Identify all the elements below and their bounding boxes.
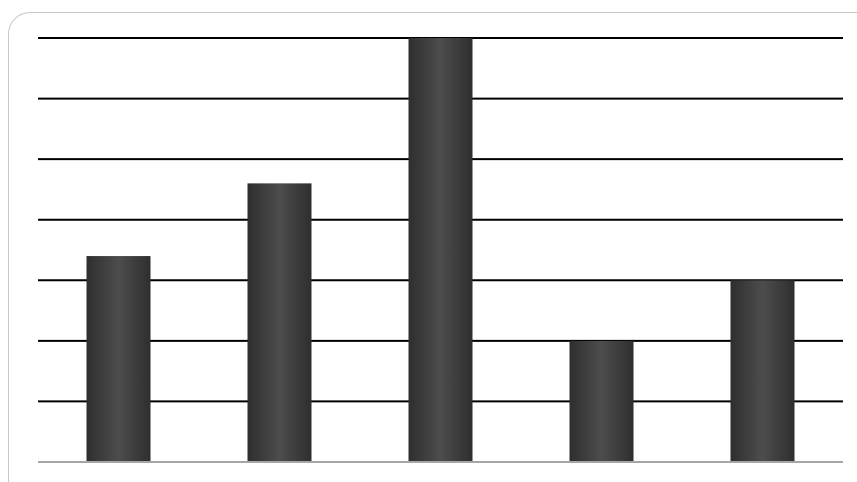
chart-frame (8, 12, 857, 482)
bar-5 (730, 280, 795, 462)
bar-2 (247, 183, 312, 462)
bar-4 (569, 340, 634, 462)
bar-1 (86, 256, 151, 462)
bars (86, 38, 795, 462)
bar-3 (408, 38, 473, 462)
